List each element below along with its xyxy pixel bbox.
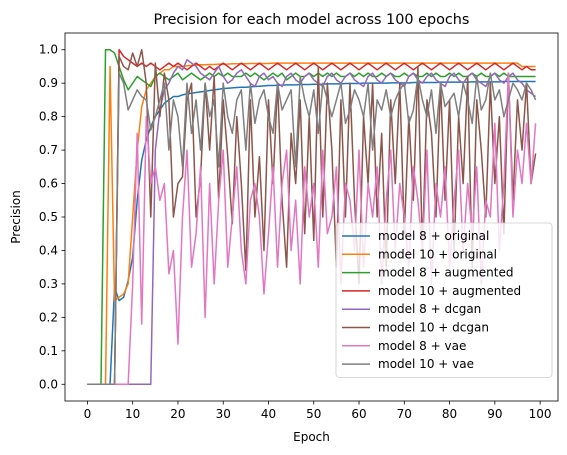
series-line-model-8-augmented xyxy=(87,48,536,386)
series-line-model-10-augmented xyxy=(87,48,536,386)
legend-box xyxy=(335,222,553,378)
legend-label: model 8 + vae xyxy=(378,339,466,353)
legend-label: model 10 + original xyxy=(378,247,497,261)
y-tick-label: 0.8 xyxy=(39,110,58,124)
series-layer xyxy=(87,48,537,386)
x-tick-label: 30 xyxy=(216,407,231,421)
y-tick-label: 0.4 xyxy=(39,243,58,257)
x-tick-label: 10 xyxy=(125,407,140,421)
y-tick-label: 0.3 xyxy=(39,277,58,291)
y-tick-label: 0.5 xyxy=(39,210,58,224)
series-line-model-10-original xyxy=(87,62,536,386)
x-tick-label: 50 xyxy=(306,407,321,421)
x-tick-label: 60 xyxy=(351,407,366,421)
y-tick-label: 0.1 xyxy=(39,344,58,358)
y-tick-label: 0.2 xyxy=(39,310,58,324)
x-axis-ticks: 0 10 20 30 40 50 60 70 80 90 100 xyxy=(84,401,552,421)
y-tick-label: 0.6 xyxy=(39,177,58,191)
x-tick-label: 80 xyxy=(442,407,457,421)
series-line-model-10-vae xyxy=(87,72,537,386)
legend-label: model 8 + dcgan xyxy=(378,302,481,316)
legend-label: model 10 + augmented xyxy=(378,284,521,298)
legend-label: model 8 + original xyxy=(378,229,489,243)
y-axis-ticks: 0.0 0.1 0.2 0.3 0.4 0.5 0.6 0.7 0.8 0.9 1.0 xyxy=(39,43,65,391)
legend-label: model 8 + augmented xyxy=(378,266,513,280)
legend: model 8 + original model 10 + original mod… xyxy=(335,222,553,378)
x-tick-label: 40 xyxy=(261,407,276,421)
legend-label: model 10 + dcgan xyxy=(378,321,489,335)
series-line-model-8-vae xyxy=(87,72,537,386)
x-axis-label: Epoch xyxy=(293,430,330,444)
legend-label: model 10 + vae xyxy=(378,357,474,371)
x-tick-label: 100 xyxy=(529,407,552,421)
series-line-model-10-dcgan xyxy=(87,48,537,386)
x-tick-label: 90 xyxy=(487,407,502,421)
x-tick-label: 70 xyxy=(397,407,412,421)
x-tick-label: 0 xyxy=(84,407,92,421)
y-tick-label: 0.7 xyxy=(39,143,58,157)
chart-title: Precision for each model across 100 epoc… xyxy=(154,12,470,28)
y-tick-label: 1.0 xyxy=(39,43,58,57)
y-axis-label: Precision xyxy=(9,190,23,244)
x-tick-label: 20 xyxy=(170,407,185,421)
y-tick-label: 0.9 xyxy=(39,76,58,90)
y-tick-label: 0.0 xyxy=(39,377,58,391)
